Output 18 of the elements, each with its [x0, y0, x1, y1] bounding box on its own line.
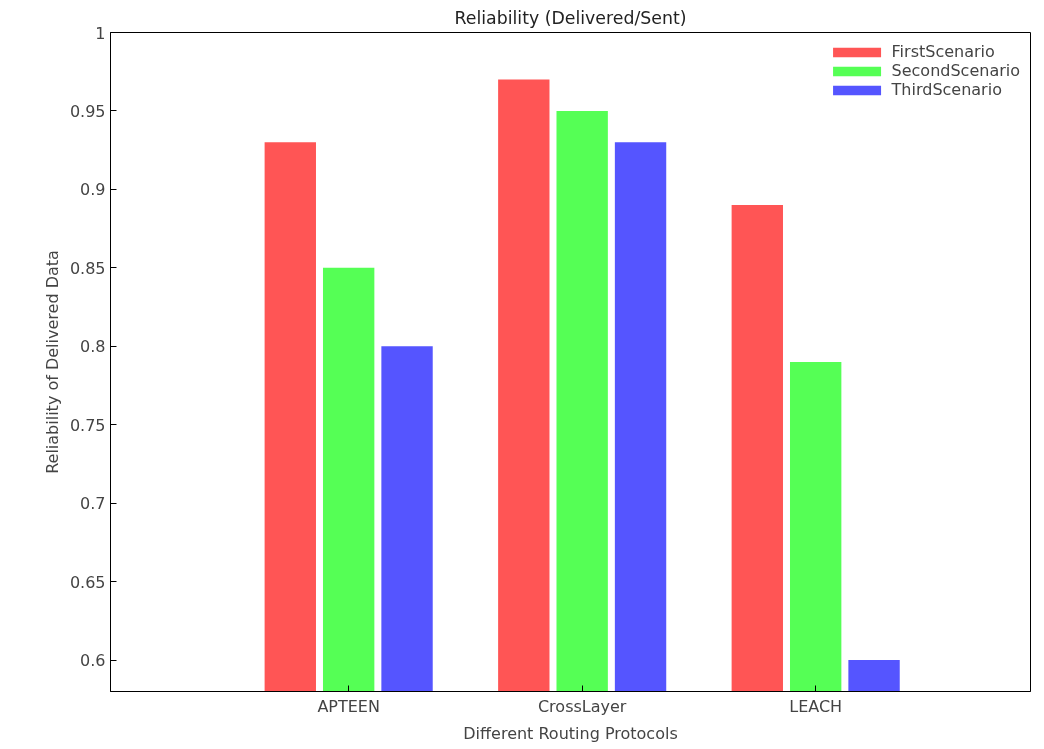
legend-label: FirstScenario: [891, 42, 995, 61]
y-tick-label: 0.65: [69, 572, 106, 592]
y-tick-label: 0.95: [69, 101, 106, 121]
y-tick-label: 0.75: [69, 415, 106, 435]
x-tick-label: LEACH: [789, 696, 843, 716]
y-tick-label: 1: [95, 23, 106, 43]
y-tick-label: 0.6: [80, 651, 106, 671]
legend-label: SecondScenario: [891, 61, 1020, 80]
y-tick-label: 0.8: [80, 337, 106, 357]
chart-title: Reliability (Delivered/Sent): [454, 7, 687, 28]
legend-label: ThirdScenario: [891, 80, 1002, 99]
y-tick-label: 0.7: [80, 494, 106, 514]
x-axis-title: Different Routing Protocols: [463, 723, 678, 743]
y-tick-label: 0.9: [80, 180, 106, 200]
x-tick-label: APTEEN: [317, 696, 380, 716]
y-axis-title: Reliability of Delivered Data: [42, 250, 62, 474]
y-tick-label: 0.85: [69, 258, 106, 278]
x-tick-label: CrossLayer: [537, 696, 627, 716]
